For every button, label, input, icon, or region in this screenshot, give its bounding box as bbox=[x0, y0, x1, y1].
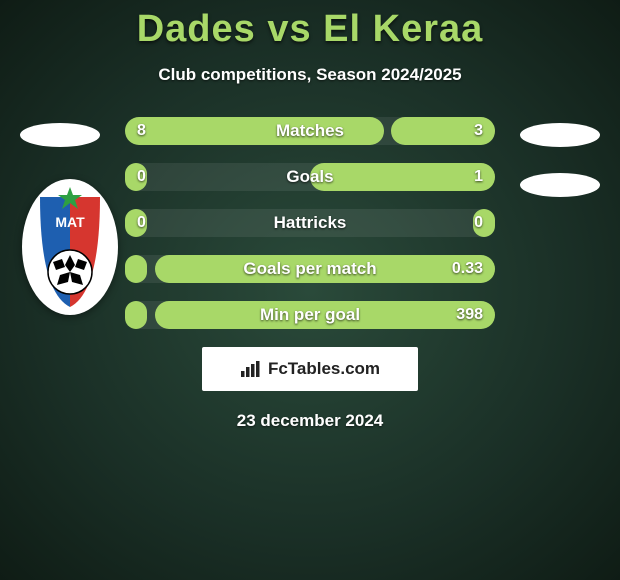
stat-value-right: 0.33 bbox=[452, 255, 483, 283]
date-text: 23 december 2024 bbox=[0, 411, 620, 431]
stat-row: 0Hattricks0 bbox=[125, 209, 495, 237]
chart-bars-icon bbox=[240, 360, 262, 378]
page-title: Dades vs El Keraa bbox=[0, 0, 620, 51]
stat-value-right: 1 bbox=[474, 163, 483, 191]
stat-label: Hattricks bbox=[125, 209, 495, 237]
team-left-logo-placeholder bbox=[20, 123, 100, 147]
watermark[interactable]: FcTables.com bbox=[202, 347, 418, 391]
page-subtitle: Club competitions, Season 2024/2025 bbox=[0, 65, 620, 85]
team-right-logo-placeholder bbox=[520, 123, 600, 147]
stat-row: 8Matches3 bbox=[125, 117, 495, 145]
stat-label: Goals per match bbox=[125, 255, 495, 283]
stat-row: 0Goals1 bbox=[125, 163, 495, 191]
stat-row: Goals per match0.33 bbox=[125, 255, 495, 283]
stats-area: MAT 8Matches30Goals10Hattricks0Goals per… bbox=[0, 117, 620, 431]
stat-label: Matches bbox=[125, 117, 495, 145]
svg-text:MAT: MAT bbox=[55, 214, 85, 230]
club-badge-icon: MAT bbox=[20, 177, 120, 317]
stat-value-right: 3 bbox=[474, 117, 483, 145]
team-right-logo-placeholder-2 bbox=[520, 173, 600, 197]
stat-value-right: 398 bbox=[456, 301, 483, 329]
stat-label: Goals bbox=[125, 163, 495, 191]
watermark-text: FcTables.com bbox=[268, 359, 380, 379]
stat-value-right: 0 bbox=[474, 209, 483, 237]
stat-row: Min per goal398 bbox=[125, 301, 495, 329]
stat-label: Min per goal bbox=[125, 301, 495, 329]
